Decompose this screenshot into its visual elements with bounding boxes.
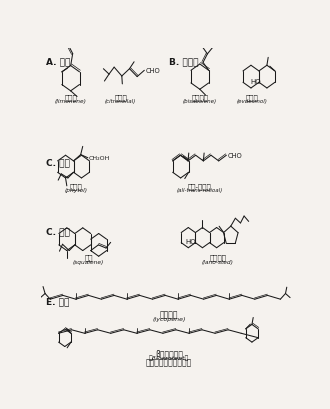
Text: （β-carotent）: （β-carotent）	[149, 355, 189, 360]
Text: A. 单萝: A. 单萝	[46, 57, 71, 66]
Text: (limonene): (limonene)	[55, 99, 86, 103]
Text: 羊毛固醇: 羊毛固醇	[209, 254, 226, 261]
Text: (squalene): (squalene)	[73, 259, 104, 264]
Text: 柠檬烃: 柠檬烃	[64, 94, 77, 101]
Text: 某些萜类化合物的结构: 某些萜类化合物的结构	[146, 357, 192, 366]
Text: 香茅醛: 香茅醛	[114, 94, 127, 101]
Text: HO: HO	[251, 79, 261, 85]
Text: B. 倍半萝: B. 倍半萝	[169, 57, 199, 66]
Text: (citronellal): (citronellal)	[105, 99, 136, 103]
Text: β－胡苏卜素: β－胡苏卜素	[155, 349, 183, 358]
Text: 全反-视黄醛: 全反-视黄醛	[188, 183, 212, 189]
Text: 叶绿醇: 叶绿醇	[69, 183, 82, 189]
Text: (all-trans-retioal): (all-trans-retioal)	[177, 188, 223, 193]
Text: 番茄红素: 番茄红素	[160, 310, 179, 319]
Text: 防风根烯: 防风根烯	[191, 94, 208, 101]
Text: 桉叶醇: 桉叶醇	[246, 94, 259, 101]
Text: C. 三萝: C. 三萝	[46, 227, 70, 236]
Text: CHO: CHO	[146, 68, 160, 74]
Text: (lycopene): (lycopene)	[152, 316, 186, 321]
Text: HO: HO	[186, 238, 196, 245]
Text: CHO: CHO	[228, 153, 243, 159]
Text: (lano-sted): (lano-sted)	[202, 259, 234, 264]
Text: E. 四萝: E. 四萝	[46, 296, 70, 305]
Text: CH₂OH: CH₂OH	[89, 156, 111, 161]
Text: (phytol): (phytol)	[64, 188, 87, 193]
Text: (bisabolene): (bisabolene)	[183, 99, 217, 103]
Text: (evdesmol): (evdesmol)	[237, 99, 268, 103]
Text: C. 双萝: C. 双萝	[46, 158, 70, 167]
Text: 鲨烯: 鲨烯	[84, 254, 93, 261]
